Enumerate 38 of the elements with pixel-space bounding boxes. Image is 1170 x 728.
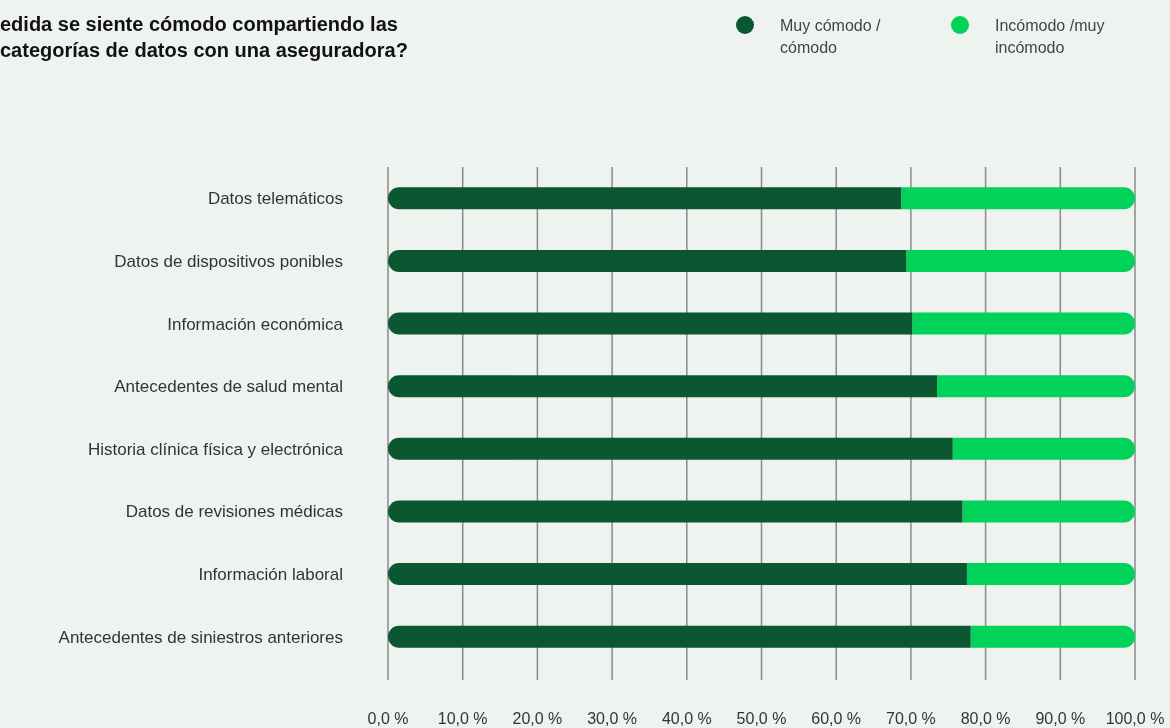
y-tick-label: Información económica (167, 314, 344, 334)
bar (901, 187, 1135, 210)
x-tick-label: 100,0 % (1105, 710, 1165, 727)
y-tick-label: Datos de revisiones médicas (125, 502, 343, 522)
y-tick-label: Datos de dispositivos ponibles (114, 251, 343, 271)
text: edida se siente cómodo compartiendo las categorías de datos con una aseguradora? (0, 13, 408, 61)
x-tick-label: 20,0 % (512, 710, 563, 727)
legend-label: Incómodo /muy incómodo (995, 17, 1105, 56)
bar (388, 500, 963, 523)
x-tick-label: 30,0 % (587, 710, 638, 727)
bar (388, 437, 953, 460)
bar (937, 375, 1135, 398)
bar (952, 437, 1135, 460)
bar (906, 249, 1135, 272)
bar (388, 375, 938, 398)
y-tick-label: Historia clínica física y electrónica (87, 439, 344, 459)
x-tick-label: 40,0 % (661, 710, 712, 727)
y-tick-label: Datos telemáticos (207, 189, 343, 209)
y-tick-label: Antecedentes de salud mental (114, 377, 343, 397)
x-tick-label: 0,0 % (367, 710, 409, 727)
y-tick-label: Antecedentes de siniestros anteriores (58, 627, 343, 647)
x-tick-label: 60,0 % (811, 710, 862, 727)
y-tick-label: Información laboral (198, 565, 343, 585)
bar (966, 563, 1135, 586)
bar (970, 625, 1135, 648)
bar (912, 312, 1135, 335)
bar (388, 187, 902, 210)
legend-label: Muy cómodo / cómodo (780, 17, 882, 56)
x-tick-label: 80,0 % (960, 710, 1011, 727)
x-tick-label: 10,0 % (437, 710, 488, 727)
bar (962, 500, 1135, 523)
bar (388, 625, 971, 648)
bar (388, 249, 907, 272)
x-tick-label: 50,0 % (736, 710, 787, 727)
bar (388, 312, 913, 335)
x-tick-label: 90,0 % (1035, 710, 1086, 727)
bar (388, 563, 967, 586)
x-tick-label: 70,0 % (885, 710, 936, 727)
